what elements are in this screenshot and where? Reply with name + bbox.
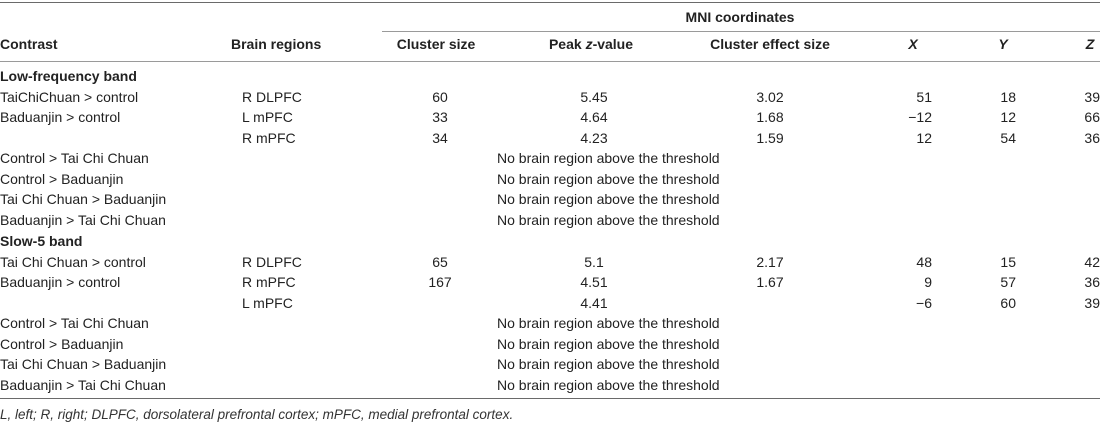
contrast-cell: Control > Baduanjin <box>0 336 124 352</box>
y-cell: 57 <box>1000 274 1016 290</box>
cluster-size-header: Cluster size <box>396 36 476 52</box>
z-cell: 39 <box>1084 295 1100 311</box>
contrast-cell: TaiChiChuan > control <box>0 89 139 105</box>
contrast-cell: Tai Chi Chuan > control <box>0 254 146 270</box>
x-cell: −6 <box>916 295 932 311</box>
z-cell: 36 <box>1084 130 1100 146</box>
peak-z-cell: 4.23 <box>580 130 608 146</box>
x-cell: 9 <box>924 274 932 290</box>
contrast-cell: Baduanjin > control <box>0 274 121 290</box>
y-cell: 54 <box>1000 130 1016 146</box>
y-cell: 12 <box>1000 109 1016 125</box>
region-cell: R DLPFC <box>242 254 302 270</box>
effect-size-cell: 2.17 <box>756 254 784 270</box>
contrast-cell: Baduanjin > control <box>0 109 121 125</box>
y-cell: 18 <box>1000 89 1016 105</box>
mni-coordinates-header: MNI coordinates <box>685 9 795 25</box>
cluster-size-cell: 33 <box>432 109 448 125</box>
peak-z-cell: 4.64 <box>580 109 608 125</box>
cluster-effect-size-header: Cluster effect size <box>710 36 830 52</box>
contrast-cell: Baduanjin > Tai Chi Chuan <box>0 212 166 228</box>
table-top-rule <box>0 2 1100 3</box>
contrast-cell: Control > Tai Chi Chuan <box>0 315 149 331</box>
cluster-size-cell: 65 <box>432 254 448 270</box>
no-region-note: No brain region above the threshold <box>497 377 720 393</box>
no-region-note: No brain region above the threshold <box>497 315 720 331</box>
section-title: Low-frequency band <box>0 68 137 84</box>
table-bottom-rule <box>0 398 1100 399</box>
cluster-size-cell: 167 <box>428 274 452 290</box>
y-cell: 60 <box>1000 295 1016 311</box>
header-bottom-rule <box>0 61 1100 62</box>
region-cell: R mPFC <box>242 274 296 290</box>
effect-size-cell: 1.67 <box>756 274 784 290</box>
contrast-cell: Tai Chi Chuan > Baduanjin <box>0 356 167 372</box>
region-cell: L mPFC <box>242 295 293 311</box>
effect-size-cell: 3.02 <box>756 89 784 105</box>
brain-regions-header: Brain regions <box>231 36 322 52</box>
no-region-note: No brain region above the threshold <box>497 212 720 228</box>
mni-group-rule <box>382 31 1100 32</box>
contrast-cell: Tai Chi Chuan > Baduanjin <box>0 191 167 207</box>
no-region-note: No brain region above the threshold <box>497 356 720 372</box>
x-cell: 12 <box>916 130 932 146</box>
y-header: Y <box>998 36 1008 52</box>
peak-z-cell: 4.41 <box>580 295 608 311</box>
effect-size-cell: 1.68 <box>756 109 784 125</box>
region-cell: R DLPFC <box>242 89 302 105</box>
section-title: Slow-5 band <box>0 233 83 249</box>
z-cell: 66 <box>1084 109 1100 125</box>
region-cell: R mPFC <box>242 130 296 146</box>
contrast-header: Contrast <box>0 36 58 52</box>
effect-size-cell: 1.59 <box>756 130 784 146</box>
x-header: X <box>908 36 918 52</box>
peak-z-cell: 5.1 <box>584 254 604 270</box>
cluster-size-cell: 60 <box>432 89 448 105</box>
peak-z-cell: 5.45 <box>580 89 608 105</box>
z-cell: 36 <box>1084 274 1100 290</box>
no-region-note: No brain region above the threshold <box>497 336 720 352</box>
contrast-cell: Control > Tai Chi Chuan <box>0 150 149 166</box>
x-cell: −12 <box>908 109 932 125</box>
z-cell: 42 <box>1084 254 1100 270</box>
no-region-note: No brain region above the threshold <box>497 150 720 166</box>
contrast-cell: Baduanjin > Tai Chi Chuan <box>0 377 166 393</box>
cluster-size-cell: 34 <box>432 130 448 146</box>
z-cell: 39 <box>1084 89 1100 105</box>
region-cell: L mPFC <box>242 109 293 125</box>
z-header: Z <box>1085 36 1095 52</box>
x-cell: 51 <box>916 89 932 105</box>
peak-z-cell: 4.51 <box>580 274 608 290</box>
x-cell: 48 <box>916 254 932 270</box>
no-region-note: No brain region above the threshold <box>497 171 720 187</box>
no-region-note: No brain region above the threshold <box>497 191 720 207</box>
peak-z-value-header: Peak z-value <box>548 36 634 52</box>
contrast-cell: Control > Baduanjin <box>0 171 124 187</box>
y-cell: 15 <box>1000 254 1016 270</box>
table-footnote: L, left; R, right; DLPFC, dorsolateral p… <box>0 407 514 422</box>
